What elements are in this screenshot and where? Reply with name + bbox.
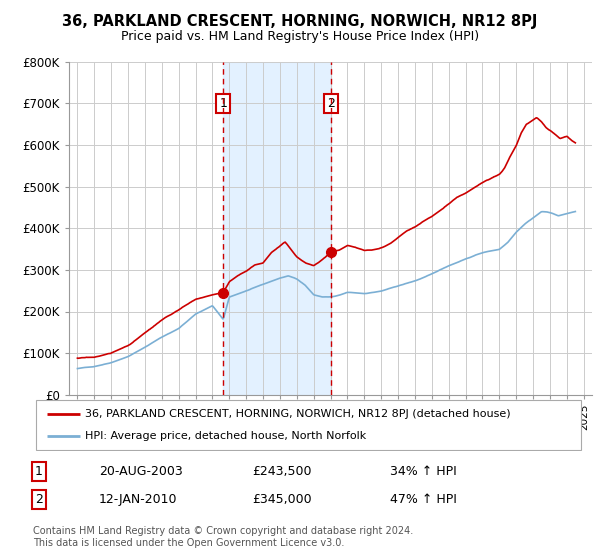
Text: 20-AUG-2003: 20-AUG-2003 (99, 465, 183, 478)
Text: 1: 1 (220, 97, 227, 110)
Text: 47% ↑ HPI: 47% ↑ HPI (390, 493, 457, 506)
Text: 1: 1 (35, 465, 43, 478)
FancyBboxPatch shape (36, 400, 581, 450)
Bar (223, 62, 331, 395)
Text: This data is licensed under the Open Government Licence v3.0.: This data is licensed under the Open Gov… (33, 538, 344, 548)
Text: £243,500: £243,500 (252, 465, 311, 478)
Text: 2: 2 (35, 493, 43, 506)
Text: 12-JAN-2010: 12-JAN-2010 (99, 493, 178, 506)
Text: HPI: Average price, detached house, North Norfolk: HPI: Average price, detached house, Nort… (85, 431, 367, 441)
Text: 2: 2 (328, 97, 335, 110)
Text: 34% ↑ HPI: 34% ↑ HPI (390, 465, 457, 478)
Text: 36, PARKLAND CRESCENT, HORNING, NORWICH, NR12 8PJ (detached house): 36, PARKLAND CRESCENT, HORNING, NORWICH,… (85, 409, 511, 419)
Text: Price paid vs. HM Land Registry's House Price Index (HPI): Price paid vs. HM Land Registry's House … (121, 30, 479, 43)
Text: 36, PARKLAND CRESCENT, HORNING, NORWICH, NR12 8PJ: 36, PARKLAND CRESCENT, HORNING, NORWICH,… (62, 14, 538, 29)
Text: £345,000: £345,000 (252, 493, 311, 506)
Text: Contains HM Land Registry data © Crown copyright and database right 2024.: Contains HM Land Registry data © Crown c… (33, 526, 413, 536)
